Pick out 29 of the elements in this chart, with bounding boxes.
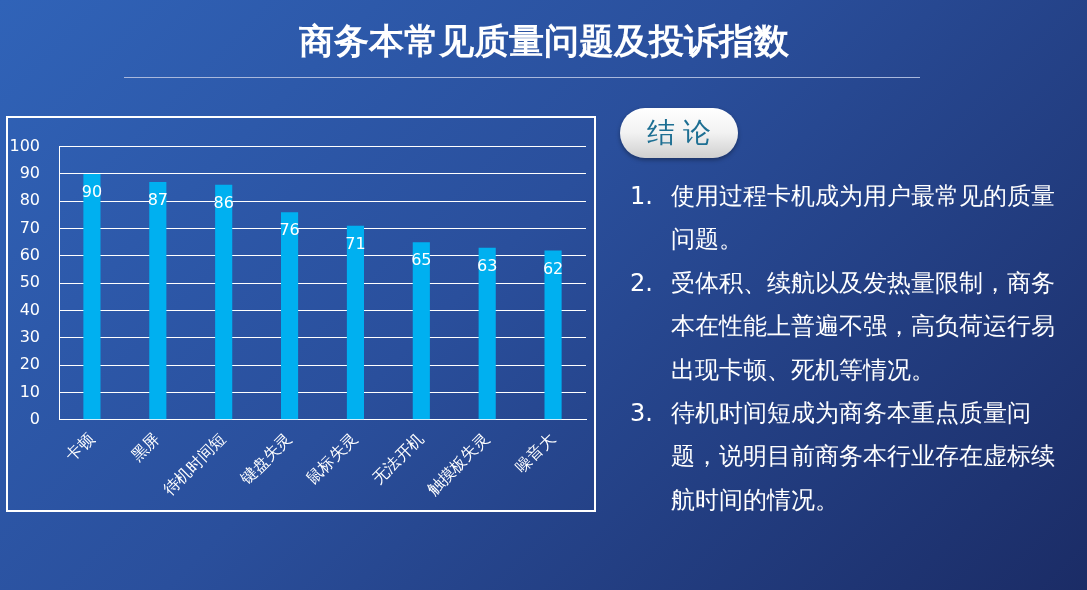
y-tick-label: 90 bbox=[19, 163, 40, 183]
y-tick-label: 20 bbox=[19, 354, 40, 374]
x-tick-label: 键盘失灵 bbox=[235, 428, 296, 489]
data-label: 86 bbox=[213, 193, 234, 213]
data-label: 90 bbox=[81, 182, 103, 202]
data-label: 63 bbox=[477, 255, 498, 275]
chart-title: 商务本常见质量问题及投诉指数 bbox=[297, 20, 790, 63]
x-tick-label: 无法开机 bbox=[368, 428, 428, 488]
y-tick-label: 40 bbox=[19, 299, 40, 319]
y-tick-label: 60 bbox=[19, 245, 40, 265]
data-label: 71 bbox=[345, 234, 366, 253]
data-label: 87 bbox=[147, 190, 168, 210]
text: 3. 待机时间短成为商务本重点质量问题，说明目前商务本行业存在虚标续航时间的情况。 bbox=[630, 399, 1055, 514]
text: 1. 使用过程卡机成为用户最常见的质量问题。 bbox=[630, 182, 1055, 254]
y-tick-label: 70 bbox=[19, 217, 40, 237]
y-tick-label: 10 bbox=[19, 381, 40, 401]
x-tick-label: 噪音大 bbox=[511, 428, 559, 477]
y-tick-label: 80 bbox=[19, 190, 40, 210]
y-tick-label: 50 bbox=[19, 272, 40, 292]
y-tick-label: 100 bbox=[9, 135, 40, 155]
x-tick-label: 鼠标失灵 bbox=[302, 428, 362, 488]
y-tick-label: 0 bbox=[29, 409, 40, 429]
data-label: 65 bbox=[411, 250, 432, 270]
data-label: 62 bbox=[542, 258, 564, 278]
x-tick-label: 卡顿 bbox=[61, 428, 98, 466]
pill-badge: 结 论 bbox=[620, 108, 738, 158]
text: 2. 受体积、续航以及发热量限制，商务本在性能上普遍不强，高负荷运行易出现卡顿、死机等情况。 bbox=[630, 268, 1055, 384]
y-tick-label: 30 bbox=[19, 327, 40, 347]
data-label: 76 bbox=[279, 220, 300, 240]
